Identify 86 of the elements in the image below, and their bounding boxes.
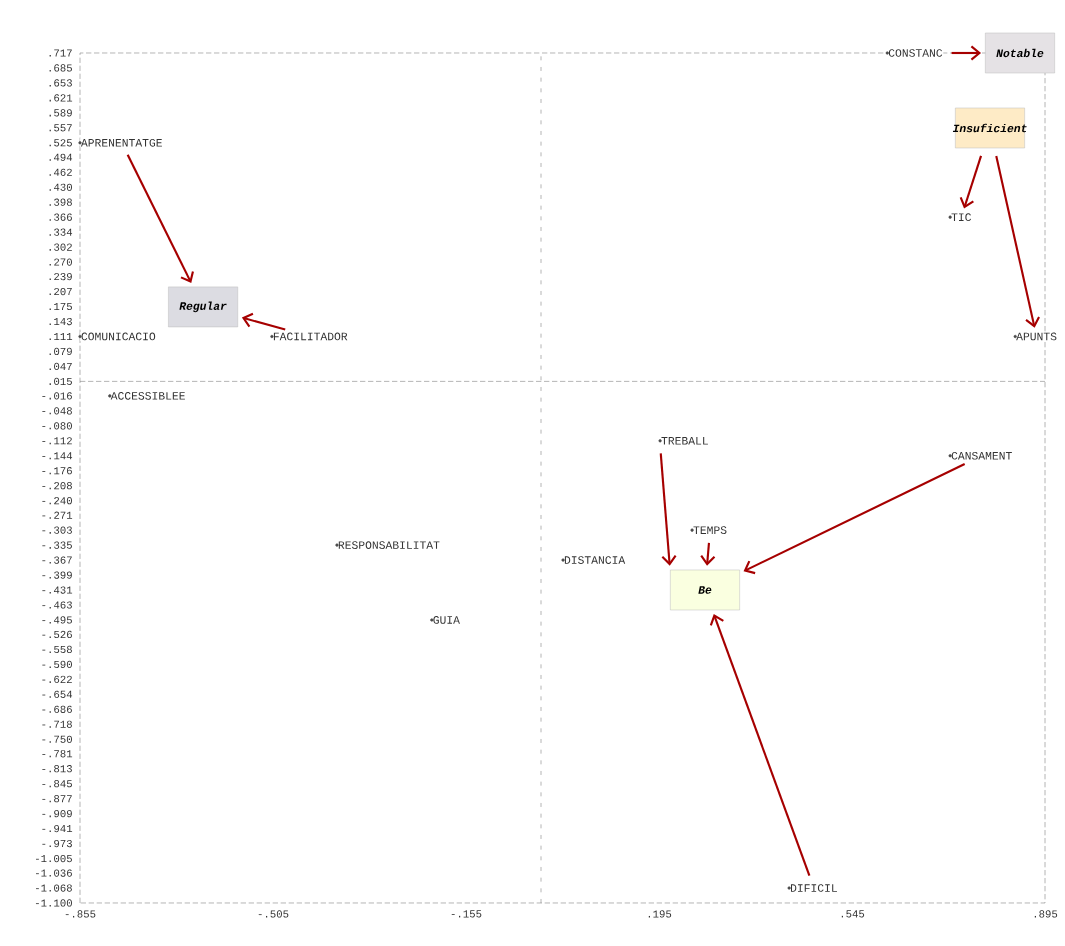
y-tick-label: .653 xyxy=(49,79,72,87)
y-tick-label: -.431 xyxy=(42,586,73,594)
data-label: RESPONSABILITAT xyxy=(338,541,440,549)
y-tick-label: -.144 xyxy=(42,452,73,460)
y-tick-label: -.176 xyxy=(42,467,72,475)
y-tick-label: -.112 xyxy=(42,437,72,445)
data-label: COMUNICACIO xyxy=(81,332,156,341)
y-tick-label: .462 xyxy=(49,168,72,176)
y-tick-label: .557 xyxy=(49,124,72,132)
y-tick-label: -.526 xyxy=(42,630,72,639)
data-label: DIFICIL xyxy=(790,884,837,892)
data-label: TEMPS xyxy=(693,526,727,534)
data-label: ACCESSIBLEE xyxy=(110,392,185,400)
y-tick-label: .334 xyxy=(49,228,73,236)
y-tick-label: .685 xyxy=(49,64,72,72)
y-tick-label: -.909 xyxy=(42,810,72,818)
y-tick-label: .302 xyxy=(49,243,72,251)
annotation: Be xyxy=(698,586,712,594)
y-tick-label: -.654 xyxy=(42,690,73,698)
y-tick-label: -.399 xyxy=(42,571,72,579)
x-tick-label: -.155 xyxy=(451,910,482,918)
data-label: GUIA xyxy=(433,616,460,624)
y-tick-label: .175 xyxy=(49,302,72,311)
data-label: TREBALL xyxy=(661,437,708,445)
x-tick-label: .895 xyxy=(1034,910,1058,918)
y-tick-label: .430 xyxy=(49,183,72,191)
y-tick-label: -.877 xyxy=(42,795,72,803)
y-tick-label: -.622 xyxy=(42,675,72,683)
y-tick-label: .494 xyxy=(49,153,73,161)
y-tick-label: -1.036 xyxy=(35,869,72,877)
y-tick-label: .525 xyxy=(49,139,72,147)
y-tick-label: -.495 xyxy=(42,616,72,624)
y-tick-label: .589 xyxy=(49,109,72,117)
data-label: CANSAMENT xyxy=(951,451,1012,460)
y-tick-label: -.718 xyxy=(42,720,72,728)
y-tick-label: -.016 xyxy=(42,392,72,400)
y-tick-label: -.335 xyxy=(42,541,72,549)
point xyxy=(270,334,274,339)
y-tick-label: .239 xyxy=(49,272,72,281)
y-tick-label: -.240 xyxy=(42,497,72,505)
y-tick-label: .717 xyxy=(49,49,72,57)
x-tick-label: -.505 xyxy=(258,910,289,918)
y-tick-label: .207 xyxy=(49,287,72,296)
y-tick-label: .621 xyxy=(49,94,73,102)
y-tick-label: -.973 xyxy=(42,839,72,848)
y-tick-label: .047 xyxy=(49,362,72,371)
data-label: APUNTS xyxy=(1016,332,1057,341)
annotation: Notable xyxy=(996,48,1044,58)
y-tick-label: -.367 xyxy=(42,556,72,564)
annotation: Regular xyxy=(179,301,227,313)
y-tick-label: -1.068 xyxy=(35,884,72,892)
x-tick-label: .545 xyxy=(841,910,865,918)
point xyxy=(885,51,889,55)
y-tick-label: -1.100 xyxy=(35,899,72,907)
data-label: FACILITADOR xyxy=(273,332,348,341)
y-tick-label: .079 xyxy=(49,347,72,356)
y-tick-label: -.303 xyxy=(42,526,72,534)
y-tick-label: -.558 xyxy=(42,645,72,654)
y-tick-label: -.813 xyxy=(42,765,72,773)
x-tick-label: .195 xyxy=(648,910,672,918)
y-tick-label: -.750 xyxy=(42,735,72,743)
y-tick-label: -.590 xyxy=(42,660,72,669)
y-tick-label: .143 xyxy=(49,317,72,326)
y-tick-label: -1.005 xyxy=(35,854,72,863)
x-tick-label: -.855 xyxy=(65,910,96,918)
data-label: CONSTANC xyxy=(888,49,943,57)
y-tick-label: -.686 xyxy=(42,705,72,713)
point xyxy=(561,558,565,562)
annotation: Insuficient xyxy=(952,123,1027,133)
y-tick-label: -.080 xyxy=(42,422,72,430)
y-tick-label: .111 xyxy=(49,332,73,340)
y-tick-label: -.845 xyxy=(42,780,72,788)
data-label: DISTANCIA xyxy=(564,556,626,564)
y-tick-label: .398 xyxy=(49,198,72,206)
y-tick-label: -.941 xyxy=(42,824,73,833)
y-tick-label: .270 xyxy=(49,258,72,266)
data-label: TIC xyxy=(951,213,972,222)
point xyxy=(787,886,791,890)
y-tick-label: -.208 xyxy=(42,482,72,490)
y-tick-label: -.463 xyxy=(42,601,72,609)
y-tick-label: .015 xyxy=(49,377,72,386)
y-tick-label: -.271 xyxy=(42,511,73,519)
y-tick-label: -.048 xyxy=(42,407,72,415)
y-tick-label: -.781 xyxy=(42,750,73,758)
data-label: APRENENTATGE xyxy=(80,138,162,147)
y-tick-label: .366 xyxy=(49,213,72,221)
